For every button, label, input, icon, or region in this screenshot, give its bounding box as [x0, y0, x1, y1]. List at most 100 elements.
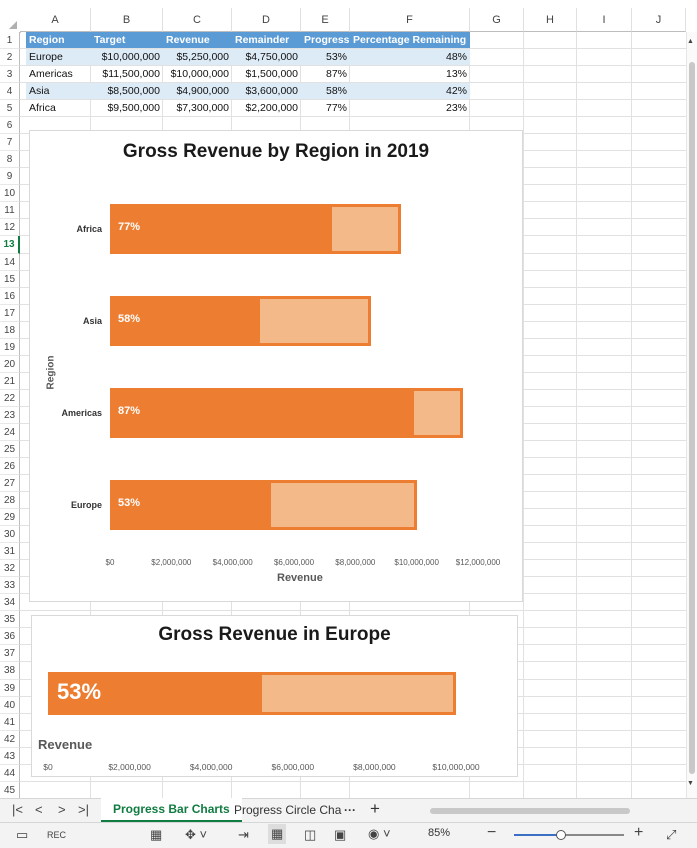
macro-record-icon[interactable]: REC [47, 825, 66, 845]
tab-progress-bar-charts[interactable]: Progress Bar Charts [101, 798, 242, 822]
page-break-icon[interactable]: ✥ ˅ [185, 825, 207, 845]
table-cell[interactable]: 77% [301, 100, 350, 116]
row-header-14[interactable]: 14 [0, 254, 20, 271]
table-cell[interactable]: $10,000,000 [163, 66, 232, 82]
table-header-cell[interactable]: Progress [301, 32, 350, 48]
row-header-38[interactable]: 38 [0, 662, 20, 679]
row-header-27[interactable]: 27 [0, 475, 20, 492]
table-cell[interactable]: Asia [26, 83, 91, 99]
row-header-42[interactable]: 42 [0, 731, 20, 748]
row-header-10[interactable]: 10 [0, 185, 20, 202]
bar-target-asia[interactable]: 58% [110, 296, 371, 346]
table-cell[interactable]: $4,900,000 [163, 83, 232, 99]
page-layout-icon[interactable]: ▦ [268, 824, 286, 844]
column-header-f[interactable]: F [350, 8, 470, 32]
fit-screen-icon[interactable]: ▣ [334, 825, 346, 845]
table-header-cell[interactable]: Target [91, 32, 163, 48]
column-header-g[interactable]: G [470, 8, 524, 32]
table-header-cell[interactable]: Remainder [232, 32, 301, 48]
row-header-9[interactable]: 9 [0, 168, 20, 185]
table-cell[interactable]: $1,500,000 [232, 66, 301, 82]
table-cell[interactable]: $8,500,000 [91, 83, 163, 99]
row-header-36[interactable]: 36 [0, 628, 20, 645]
bar-target-europe[interactable]: 53% [48, 672, 456, 715]
row-header-19[interactable]: 19 [0, 339, 20, 356]
bar-revenue-africa[interactable] [113, 207, 332, 251]
table-cell[interactable]: 13% [350, 66, 470, 82]
chart-gross-revenue-europe[interactable]: Gross Revenue in Europe Revenue 53%$0$2,… [31, 615, 518, 777]
normal-view-icon[interactable]: ⇥ [238, 825, 249, 845]
scroll-down-icon[interactable]: ▼ [687, 780, 694, 788]
row-header-33[interactable]: 33 [0, 577, 20, 594]
row-header-11[interactable]: 11 [0, 202, 20, 219]
fullscreen-icon[interactable]: ⤢ [666, 825, 676, 845]
row-header-24[interactable]: 24 [0, 424, 20, 441]
prev-sheet-icon[interactable]: < [35, 800, 43, 820]
table-cell[interactable]: $11,500,000 [91, 66, 163, 82]
accessibility-icon[interactable]: ▭ [16, 825, 28, 845]
row-header-28[interactable]: 28 [0, 492, 20, 509]
table-cell[interactable]: 23% [350, 100, 470, 116]
more-sheets-button[interactable]: ··· [344, 799, 356, 821]
table-cell[interactable]: Americas [26, 66, 91, 82]
table-cell[interactable]: 48% [350, 49, 470, 65]
table-cell[interactable]: Africa [26, 100, 91, 116]
column-header-j[interactable]: J [632, 8, 686, 32]
row-header-29[interactable]: 29 [0, 509, 20, 526]
row-header-41[interactable]: 41 [0, 714, 20, 731]
tab-progress-circle-charts[interactable]: Progress Circle Cha [234, 799, 341, 821]
row-header-17[interactable]: 17 [0, 305, 20, 322]
vertical-scrollbar[interactable]: ▲ ▼ [686, 32, 697, 798]
table-cell[interactable]: 87% [301, 66, 350, 82]
zoom-slider-thumb[interactable] [556, 830, 566, 840]
table-cell[interactable]: $7,300,000 [163, 100, 232, 116]
table-cell[interactable]: $5,250,000 [163, 49, 232, 65]
row-header-6[interactable]: 6 [0, 117, 20, 134]
row-header-43[interactable]: 43 [0, 748, 20, 765]
row-header-15[interactable]: 15 [0, 271, 20, 288]
table-cell[interactable]: 58% [301, 83, 350, 99]
table-header-cell[interactable]: Percentage Remaining [350, 32, 470, 48]
row-header-30[interactable]: 30 [0, 526, 20, 543]
row-header-20[interactable]: 20 [0, 356, 20, 373]
row-header-34[interactable]: 34 [0, 594, 20, 611]
row-header-21[interactable]: 21 [0, 373, 20, 390]
row-header-2[interactable]: 2 [0, 49, 20, 66]
row-header-22[interactable]: 22 [0, 390, 20, 407]
row-header-8[interactable]: 8 [0, 151, 20, 168]
vertical-scroll-thumb[interactable] [689, 62, 695, 774]
table-cell[interactable]: 53% [301, 49, 350, 65]
row-header-25[interactable]: 25 [0, 441, 20, 458]
row-header-7[interactable]: 7 [0, 134, 20, 151]
column-header-i[interactable]: I [577, 8, 632, 32]
page-break-preview-icon[interactable]: ◫ [304, 825, 316, 845]
row-header-13[interactable]: 13 [0, 236, 20, 253]
next-sheet-icon[interactable]: > [58, 800, 66, 820]
zoom-in-icon[interactable]: + [634, 823, 643, 843]
row-header-31[interactable]: 31 [0, 543, 20, 560]
column-header-d[interactable]: D [232, 8, 301, 32]
column-header-a[interactable]: A [20, 8, 91, 32]
table-header-cell[interactable]: Region [26, 32, 91, 48]
bar-revenue-americas[interactable] [113, 391, 414, 435]
eye-icon[interactable]: ◉ ˅ [368, 824, 391, 844]
row-header-3[interactable]: 3 [0, 66, 20, 83]
bar-target-europe[interactable]: 53% [110, 480, 417, 530]
column-header-b[interactable]: B [91, 8, 163, 32]
row-header-1[interactable]: 1 [0, 32, 20, 49]
table-cell[interactable]: $10,000,000 [91, 49, 163, 65]
table-cell[interactable]: 42% [350, 83, 470, 99]
zoom-slider[interactable] [514, 834, 624, 836]
column-header-c[interactable]: C [163, 8, 232, 32]
zoom-level[interactable]: 85% [428, 827, 450, 839]
row-header-35[interactable]: 35 [0, 611, 20, 628]
add-sheet-icon[interactable]: + [370, 798, 380, 820]
table-cell[interactable]: $4,750,000 [232, 49, 301, 65]
row-header-44[interactable]: 44 [0, 765, 20, 782]
row-header-18[interactable]: 18 [0, 322, 20, 339]
row-header-16[interactable]: 16 [0, 288, 20, 305]
column-header-h[interactable]: H [524, 8, 577, 32]
scroll-up-icon[interactable]: ▲ [687, 38, 694, 46]
chart-gross-revenue-by-region[interactable]: Gross Revenue by Region in 2019 Region R… [29, 130, 523, 602]
